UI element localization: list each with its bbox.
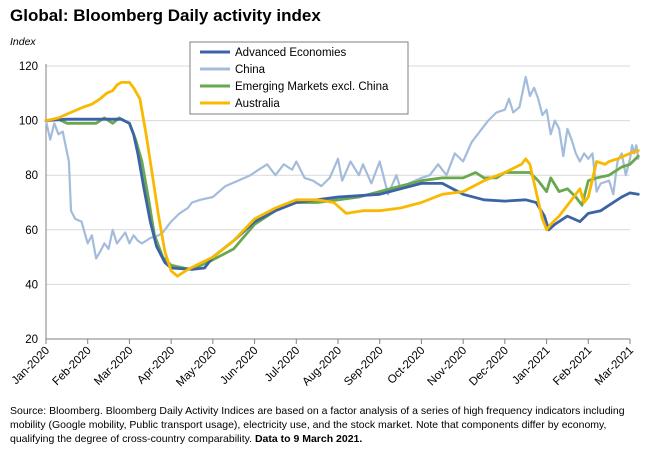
x-tick-label: Jan-2020 [10,345,52,387]
x-tick-label: Nov-2020 [426,345,470,389]
series-line-china [44,75,640,260]
x-tick-label: Sep-2020 [342,345,386,389]
y-tick-label: 100 [19,116,38,128]
x-tick-label: Aug-2020 [300,345,344,389]
x-tick-label: Jun-2020 [218,345,260,387]
y-tick-label: 80 [25,170,38,182]
series-line-advanced-economies [44,117,640,271]
series-line-australia [44,81,640,278]
source-text: Source: Bloomberg. Bloomberg Daily Activ… [10,405,625,445]
x-tick-label: Jul-2020 [263,345,303,385]
legend: Advanced Economies China Emerging Markets … [189,41,409,115]
legend-label: China [235,64,266,76]
chart-title: Global: Bloomberg Daily activity index [10,6,321,25]
source-note: Source: Bloomberg. Bloomberg Daily Activ… [10,404,642,446]
legend-label: Australia [235,98,280,110]
x-tick-label: Oct-2020 [386,345,428,387]
legend-label: Advanced Economies [235,47,346,59]
x-tick-label: Mar-2020 [92,345,135,388]
y-tick-label: 40 [25,279,38,291]
x-tick-label: Feb-2021 [551,345,594,388]
series-lines [44,75,640,278]
y-tick-label: 20 [25,334,38,346]
y-tick-label: 120 [19,61,38,73]
x-tick-label: Feb-2020 [51,345,94,388]
y-axis-title: Index [10,36,36,48]
x-tick-label: Apr-2020 [135,345,177,387]
data-date-note: Data to 9 March 2021. [254,433,363,445]
x-tick-label: Dec-2020 [467,345,511,389]
y-tick-label: 60 [25,225,38,237]
legend-label: Emerging Markets excl. China [235,81,389,93]
x-tick-label: Mar-2021 [593,345,636,388]
x-tick-label: Jan-2021 [510,345,552,387]
x-tick-label: May-2020 [174,345,219,390]
